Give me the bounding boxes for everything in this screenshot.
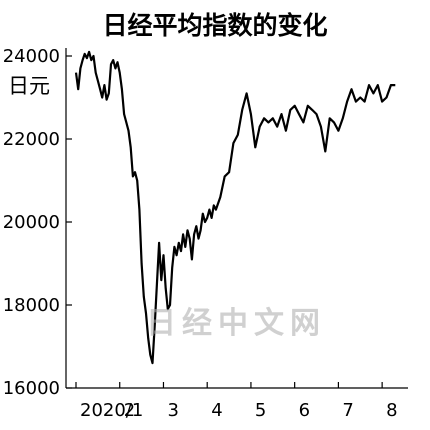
chart-title: 日经平均指数的变化 <box>102 11 328 40</box>
y-tick-label: 20000 <box>3 212 60 233</box>
x-tick-label: 7 <box>342 400 353 421</box>
y-tick-label: 22000 <box>3 129 60 150</box>
watermark-text: 日经中文网 <box>146 306 326 341</box>
y-tick-label: 24000 <box>3 46 60 67</box>
y-axis-ticks: 16000 18000 20000 22000 24000 <box>3 46 72 399</box>
series-line <box>74 50 396 365</box>
x-tick-label: 8 <box>386 400 397 421</box>
series-group <box>74 50 396 365</box>
x-tick-label: 4 <box>211 400 222 421</box>
x-tick-label: 6 <box>299 400 310 421</box>
chart-axes <box>65 48 408 389</box>
x-axis-ticks: 2020/12 3 4 5 6 7 8 <box>75 382 398 421</box>
y-tick-label: 18000 <box>3 295 60 316</box>
x-tick-label: 2020/1 <box>80 400 143 421</box>
x-tick-label: 2 <box>124 400 135 421</box>
y-axis-unit-label: 日元 <box>8 74 50 98</box>
x-tick-label: 5 <box>255 400 266 421</box>
y-tick-label: 16000 <box>3 378 60 399</box>
x-tick-label: 3 <box>167 400 178 421</box>
